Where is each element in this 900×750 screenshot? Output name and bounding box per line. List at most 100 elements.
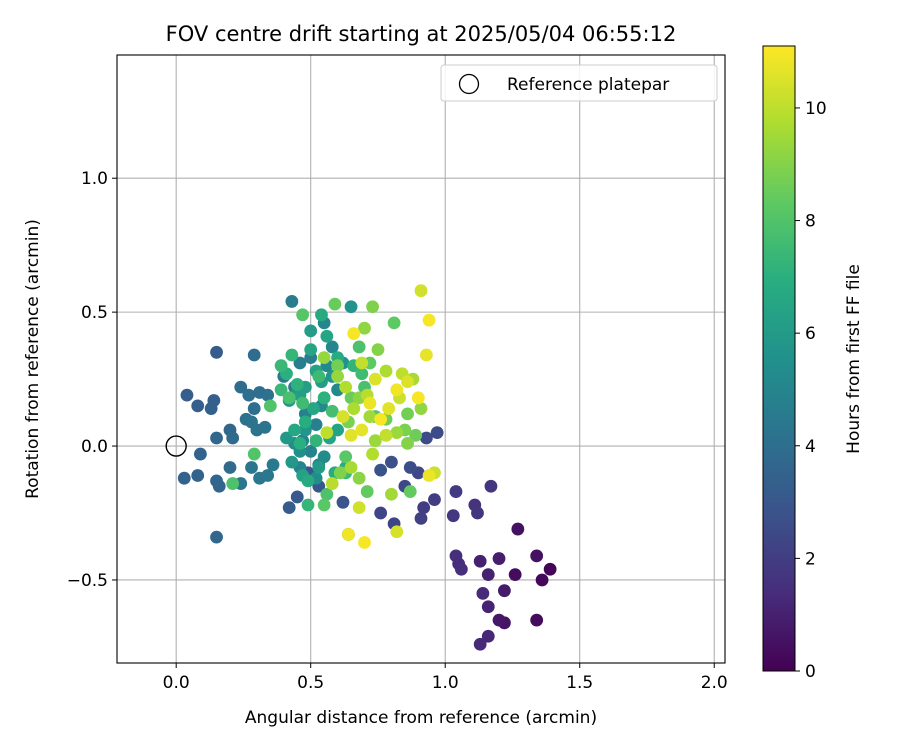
data-point (325, 340, 339, 354)
data-point (374, 412, 388, 426)
data-point (306, 402, 320, 415)
data-point (293, 436, 307, 450)
data-point (352, 471, 366, 485)
data-point (347, 327, 361, 340)
data-point (355, 356, 369, 370)
grid-lines (117, 55, 725, 663)
legend-label: Reference platepar (507, 75, 669, 95)
data-point (325, 477, 339, 490)
data-point (193, 447, 207, 461)
data-point (422, 313, 436, 327)
data-point (355, 367, 369, 381)
data-point (428, 493, 441, 507)
data-point (288, 423, 301, 437)
data-point (204, 402, 218, 415)
data-point (191, 469, 205, 482)
data-point (473, 554, 487, 568)
data-point (344, 428, 358, 442)
data-point (177, 471, 191, 485)
data-point (473, 637, 487, 651)
data-point (339, 450, 353, 464)
data-point (258, 420, 272, 434)
data-point (339, 380, 353, 394)
data-point (285, 295, 299, 308)
data-point (374, 463, 388, 477)
data-point (328, 297, 342, 311)
data-point (180, 388, 194, 402)
data-point (366, 447, 379, 461)
x-tick-label: 0.5 (297, 673, 324, 693)
data-point (411, 391, 425, 405)
data-point (417, 501, 431, 515)
data-point (492, 613, 506, 627)
chart-title: FOV centre drift starting at 2025/05/04 … (166, 22, 677, 46)
data-point (449, 485, 463, 498)
data-points (177, 284, 557, 651)
data-point (401, 407, 414, 421)
y-tick-label: −0.5 (67, 571, 108, 591)
data-point (366, 300, 379, 314)
data-point (301, 498, 315, 512)
legend-box (440, 64, 718, 102)
data-point (352, 340, 366, 354)
y-tick-label: 1.0 (81, 169, 108, 189)
data-point (414, 402, 428, 415)
data-point (481, 600, 495, 614)
colorbar-ticks: 0 2 4 6 8 10 (795, 99, 827, 682)
data-point (320, 329, 334, 343)
colorbar-tick-label: 4 (805, 437, 816, 457)
data-point (360, 485, 374, 498)
data-point (344, 300, 358, 314)
data-point (409, 428, 423, 442)
data-point (481, 568, 495, 582)
data-point (282, 391, 296, 405)
data-point (282, 501, 296, 515)
data-point (223, 461, 237, 474)
data-point (382, 402, 396, 415)
data-point (304, 324, 318, 338)
data-point (403, 461, 417, 474)
data-point (298, 415, 312, 429)
y-tick-label: 0.5 (81, 303, 108, 323)
x-tick-label: 0.0 (163, 673, 190, 693)
data-point (401, 436, 414, 450)
data-point (331, 370, 345, 383)
data-point (449, 549, 463, 563)
data-point (379, 364, 393, 378)
data-point (471, 506, 484, 520)
x-tick-label: 2.0 (701, 673, 728, 693)
data-point (358, 536, 371, 549)
data-point (266, 458, 280, 472)
plot-frame (116, 54, 726, 664)
colorbar-tick-label: 2 (805, 549, 816, 569)
data-point (263, 399, 277, 413)
data-point (414, 284, 428, 298)
data-point (191, 399, 205, 413)
data-point (535, 573, 549, 587)
data-point (543, 562, 557, 576)
data-point (247, 348, 261, 362)
colorbar: 0 2 4 6 8 10 Hours from first FF file (762, 45, 864, 682)
data-point (446, 509, 460, 523)
data-point (358, 321, 371, 335)
data-point (304, 445, 318, 458)
data-point (481, 629, 495, 643)
data-point (293, 356, 307, 370)
data-point (419, 431, 433, 445)
data-point (274, 383, 288, 397)
data-point (390, 525, 404, 539)
data-point (508, 568, 522, 582)
data-point (336, 495, 350, 509)
colorbar-tick-label: 8 (805, 212, 816, 232)
data-point (280, 431, 293, 445)
data-point (309, 434, 323, 448)
data-point (320, 487, 334, 501)
data-point (422, 469, 436, 482)
data-point (390, 426, 404, 440)
data-point (387, 316, 401, 330)
data-point (484, 479, 498, 493)
data-point (333, 466, 347, 480)
data-point (312, 461, 326, 474)
data-point (312, 370, 326, 383)
data-point (285, 455, 299, 469)
